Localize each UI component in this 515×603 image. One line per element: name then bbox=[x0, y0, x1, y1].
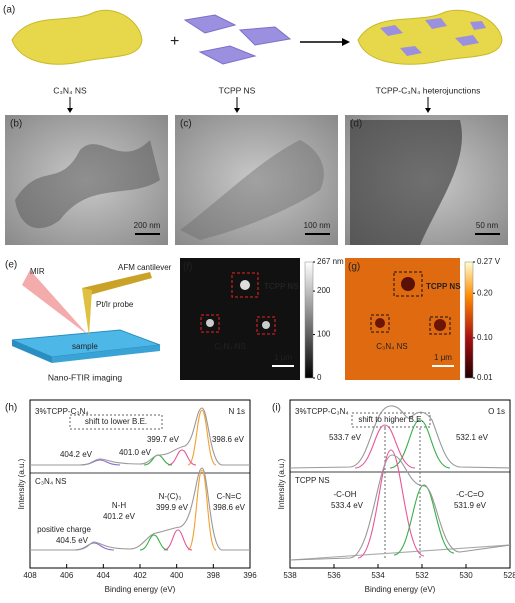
annotation: 532.1 eV bbox=[456, 433, 489, 442]
schematic-a: + bbox=[11, 9, 503, 113]
panel-label: (a) bbox=[3, 5, 15, 16]
scale-bar-label: 100 nm bbox=[304, 221, 331, 230]
sample-name: 3%TCPP-C₃N₄ bbox=[35, 407, 89, 416]
caption: Nano-FTIR imaging bbox=[48, 372, 122, 382]
caption: C₃N₄ NS bbox=[53, 85, 87, 95]
x-tick-label: 396 bbox=[243, 571, 257, 580]
label: Pt/Ir probe bbox=[96, 300, 134, 309]
x-tick-label: 398 bbox=[207, 571, 221, 580]
panel-label: (f) bbox=[183, 262, 192, 273]
panel-label: (i) bbox=[272, 403, 281, 414]
x-tick-label: 402 bbox=[133, 571, 147, 580]
svg-text:+: + bbox=[170, 33, 179, 50]
scale-bar-label: 50 nm bbox=[476, 221, 499, 230]
sample-name: 3%TCPP-C₃N₄ bbox=[295, 407, 349, 416]
x-tick-label: 534 bbox=[371, 571, 385, 580]
x-tick-label: 538 bbox=[283, 571, 297, 580]
tem-image bbox=[175, 115, 338, 245]
afm-map bbox=[180, 258, 300, 380]
caption: TCPP NS bbox=[219, 85, 256, 95]
annotation: shift to higher B.E. bbox=[358, 415, 423, 424]
annotation: 398.6 eV bbox=[213, 503, 246, 512]
colorbar-tick-label: 0.27 V bbox=[477, 257, 501, 266]
annotation: -C-OH bbox=[333, 490, 356, 499]
annotation: 399.9 eV bbox=[156, 503, 189, 512]
panel-label: (b) bbox=[10, 119, 22, 130]
annotation: N-(C)₃ bbox=[159, 492, 182, 501]
plot-title: N 1s bbox=[229, 407, 245, 416]
annotation: TCPP NS bbox=[264, 282, 299, 291]
colorbar-tick-label: 0 bbox=[317, 373, 322, 382]
x-tick-label: 406 bbox=[60, 571, 74, 580]
x-tick-label: 530 bbox=[459, 571, 473, 580]
y-axis-label: Intensity (a.u.) bbox=[277, 458, 286, 509]
annotation: TCPP NS bbox=[426, 282, 461, 291]
caption: TCPP-C₃N₄ heterojunctions bbox=[376, 85, 481, 95]
annotation: 533.7 eV bbox=[329, 433, 362, 442]
x-tick-label: 528 bbox=[503, 571, 515, 580]
colorbar-tick-label: 200 bbox=[317, 286, 331, 295]
colorbar-tick-label: 0.20 bbox=[477, 288, 493, 297]
annotation: 399.7 eV bbox=[147, 435, 180, 444]
xps-o1s bbox=[289, 399, 511, 569]
panel-label: (h) bbox=[5, 403, 17, 414]
x-tick-label: 400 bbox=[170, 571, 184, 580]
annotation: 533.4 eV bbox=[331, 501, 364, 510]
sample-name: C₃N₄ NS bbox=[35, 477, 66, 486]
schematic-e bbox=[11, 270, 161, 363]
annotation: 531.9 eV bbox=[454, 501, 487, 510]
panel-label: (e) bbox=[5, 260, 17, 271]
colorbar-tick-label: 0.01 bbox=[477, 373, 493, 382]
annotation: 401.0 eV bbox=[119, 448, 152, 457]
x-tick-label: 408 bbox=[23, 571, 37, 580]
annotation: positive charge bbox=[37, 525, 91, 534]
annotation: -C-C=O bbox=[456, 490, 484, 499]
scale-bar-label: 200 nm bbox=[134, 221, 161, 230]
y-axis-label: Intensity (a.u.) bbox=[17, 458, 26, 509]
scale-bar-label: 1 μm bbox=[434, 353, 452, 362]
label: AFM cantilever bbox=[118, 263, 172, 272]
scale-bar-label: 1 μm bbox=[274, 353, 292, 362]
panel-label: (c) bbox=[180, 119, 192, 130]
colorbar-tick-label: 267 nm bbox=[317, 257, 344, 266]
sample-name: TCPP NS bbox=[295, 476, 330, 485]
label: sample bbox=[72, 342, 98, 351]
x-tick-label: 404 bbox=[97, 571, 111, 580]
ftir-map bbox=[345, 258, 460, 380]
annotation: 398.6 eV bbox=[212, 435, 245, 444]
annotation: C-N=C bbox=[217, 492, 242, 501]
label: MIR bbox=[30, 267, 45, 276]
annotation: 404.5 eV bbox=[56, 536, 89, 545]
x-tick-label: 532 bbox=[415, 571, 429, 580]
annotation: N-H bbox=[112, 501, 126, 510]
plot-title: O 1s bbox=[488, 407, 505, 416]
x-axis-label: Binding energy (eV) bbox=[105, 585, 176, 594]
colorbar-tick-label: 100 bbox=[317, 330, 331, 339]
annotation: C₃N₄ NS bbox=[376, 342, 407, 351]
panel-label: (d) bbox=[350, 119, 362, 130]
annotation: 404.2 eV bbox=[60, 450, 93, 459]
annotation: 401.2 eV bbox=[103, 512, 136, 521]
x-tick-label: 536 bbox=[327, 571, 341, 580]
annotation: C₃N₄ NS bbox=[214, 342, 245, 351]
colorbar-tick-label: 0.10 bbox=[477, 333, 493, 342]
x-axis-label: Binding energy (eV) bbox=[365, 585, 436, 594]
panel-label: (g) bbox=[348, 262, 360, 273]
annotation: shift to lower B.E. bbox=[85, 417, 147, 426]
